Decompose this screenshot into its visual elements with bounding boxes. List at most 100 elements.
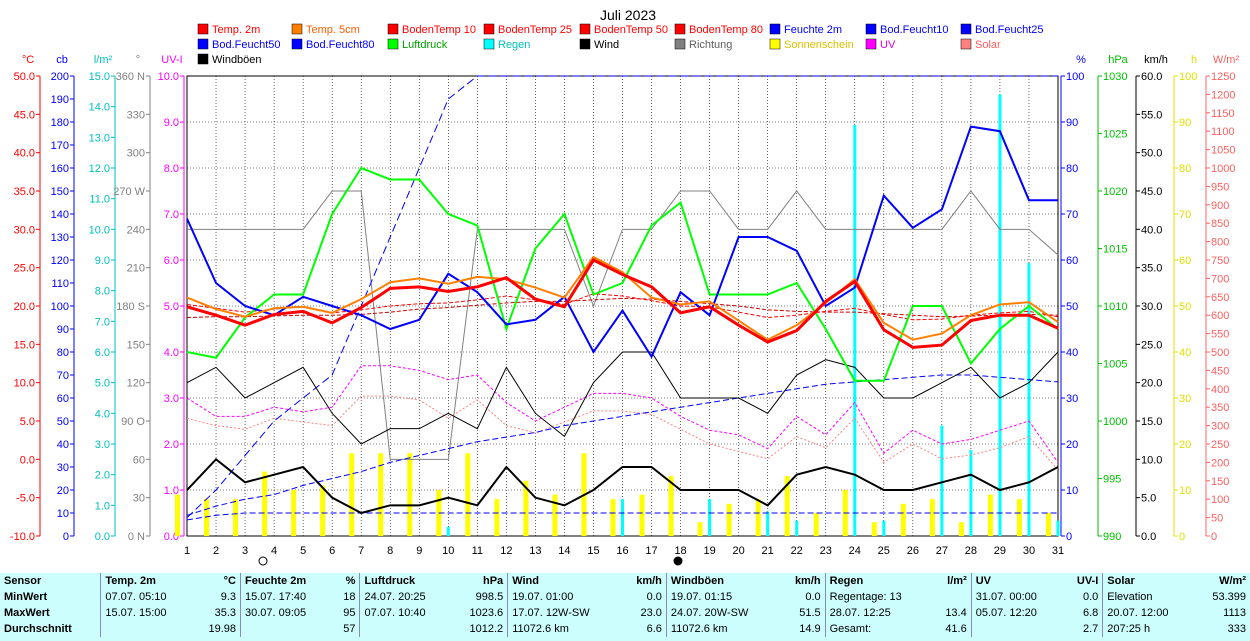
stats-cell bbox=[239, 621, 333, 637]
axis-tick-label: 6.0 bbox=[95, 347, 110, 359]
stats-cell: 11072.6 km bbox=[665, 621, 780, 637]
legend-label: Temp. 5cm bbox=[306, 24, 360, 36]
legend-swatch bbox=[865, 23, 877, 35]
axis-tick-label: 30 bbox=[133, 493, 145, 505]
axis-tick-label: 50 bbox=[1066, 301, 1078, 313]
x-tick-label: 20 bbox=[733, 545, 745, 557]
stats-cell: 207:25 h bbox=[1102, 621, 1195, 637]
axis-tick-label: 950 bbox=[1211, 181, 1229, 193]
full-moon-icon bbox=[258, 556, 268, 566]
new-moon-icon bbox=[673, 556, 683, 566]
sunshine-bar bbox=[610, 499, 616, 536]
legend-label: Bod.Feucht50 bbox=[212, 39, 281, 51]
axis-tick-label: 60.0 bbox=[1141, 71, 1162, 83]
axis-tick-label: 200 bbox=[51, 71, 69, 83]
axis-tick-label: 1.0 bbox=[164, 485, 179, 497]
legend-swatch bbox=[483, 23, 495, 35]
axis-unit-label: °C bbox=[22, 54, 34, 66]
axis-tick-label: 0 bbox=[1179, 531, 1185, 543]
stats-header: km/h bbox=[636, 575, 662, 587]
stats-cell: 9.3 bbox=[220, 591, 236, 603]
legend-label: BodenTemp 50 bbox=[594, 24, 668, 36]
rain-bar bbox=[969, 450, 973, 536]
legend-label: Windböen bbox=[212, 54, 262, 66]
rain-bar bbox=[1056, 520, 1060, 536]
x-tick-label: 7 bbox=[358, 545, 364, 557]
x-tick-label: 29 bbox=[994, 545, 1006, 557]
axis-tick-label: 6.0 bbox=[164, 255, 179, 267]
x-tick-label: 30 bbox=[1023, 545, 1035, 557]
axis-tick-label: 500 bbox=[1211, 347, 1229, 359]
x-tick-label: 9 bbox=[416, 545, 422, 557]
axis-tick-label: 30.0 bbox=[14, 224, 35, 236]
stats-header-row: Sensor Temp. 2m °C Feuchte 2m % Luftdruc… bbox=[0, 573, 1250, 589]
axis-tick-label: 60 bbox=[1066, 255, 1078, 267]
sunshine-bar bbox=[755, 499, 761, 536]
stats-cell bbox=[359, 621, 452, 637]
axis-tick-label: 140 bbox=[51, 209, 69, 221]
axis-tick-label: 8.0 bbox=[164, 163, 179, 175]
sunshine-bar bbox=[726, 503, 732, 536]
x-tick-label: 2 bbox=[213, 545, 219, 557]
stats-cell: MinWert bbox=[4, 591, 48, 603]
series-line-windboeen bbox=[186, 351, 1059, 445]
axis-tick-label: 0 bbox=[63, 531, 69, 543]
stats-header: Windböen bbox=[665, 573, 780, 589]
axis-tick-label: 50.0 bbox=[14, 71, 35, 83]
x-tick-label: 27 bbox=[936, 545, 948, 557]
stats-cell: 0.0 bbox=[805, 591, 821, 603]
axis-tick-label: 1030 bbox=[1103, 71, 1127, 83]
stats-header: UV-I bbox=[1076, 575, 1099, 587]
sunshine-bar bbox=[407, 453, 413, 536]
axis-tick-label: 80 bbox=[1179, 163, 1191, 175]
axis-tick-label: 14.0 bbox=[89, 102, 110, 114]
axis-tick-label: 90 bbox=[1066, 117, 1078, 129]
axis-tick-label: 0.0 bbox=[95, 531, 110, 543]
axis-tick-label: 650 bbox=[1211, 292, 1229, 304]
stats-cell: 41.6 bbox=[945, 623, 967, 635]
series-line-feuchte2m bbox=[186, 125, 1058, 359]
stats-header: °C bbox=[223, 575, 236, 587]
axis-tick-label: 350 bbox=[1211, 402, 1229, 414]
axis-tick-label: 4.0 bbox=[95, 408, 110, 420]
legend-swatch bbox=[960, 23, 972, 35]
stats-cell: 6.8 bbox=[1082, 607, 1099, 619]
stats-header: UV bbox=[970, 573, 1064, 589]
axis-tick-label: 40.0 bbox=[14, 148, 35, 160]
axes: 1 2 3 4 5 6 7 8 9 10 11 12 13 14 15 16 17 18 19 20 21 22 23 24 2… bbox=[10, 54, 1239, 566]
stats-cell: 333 bbox=[1227, 623, 1246, 635]
axis-tick-label: 160 bbox=[51, 163, 69, 175]
axis-tick-label: 8.0 bbox=[95, 286, 110, 298]
rain-bar bbox=[853, 125, 857, 537]
x-tick-label: 19 bbox=[703, 545, 715, 557]
stats-cell: 31.07. 00:00 bbox=[970, 589, 1064, 605]
stats-cell bbox=[970, 621, 1064, 637]
x-tick-label: 13 bbox=[529, 545, 541, 557]
stats-cell: 6.6 bbox=[646, 623, 662, 635]
stats-cell: 24.07. 20:25 bbox=[359, 589, 452, 605]
stats-header: km/h bbox=[794, 575, 821, 587]
legend-label: Wind bbox=[594, 39, 619, 51]
stats-cell bbox=[100, 621, 193, 637]
stats-cell: 28.07. 12:25 bbox=[824, 605, 932, 621]
axis-tick-label: 1200 bbox=[1211, 89, 1235, 101]
axis-tick-label: 13.0 bbox=[89, 132, 110, 144]
axis-tick-label: 70 bbox=[1066, 209, 1078, 221]
axis-tick-label: 0 bbox=[1066, 531, 1072, 543]
axis-tick-label: 30 bbox=[1066, 393, 1078, 405]
sunshine-bar bbox=[987, 494, 993, 536]
rain-bar bbox=[1027, 263, 1031, 536]
sunshine-bar bbox=[1016, 499, 1022, 536]
axis-tick-label: 170 bbox=[51, 140, 69, 152]
axis-unit-label: % bbox=[1076, 54, 1086, 66]
axis-tick-label: 20.0 bbox=[14, 301, 35, 313]
stats-cell: 0.0 bbox=[646, 591, 662, 603]
axis-tick-label: 30 bbox=[57, 462, 69, 474]
axis-tick-label: 50.0 bbox=[1141, 148, 1162, 160]
axis-tick-label: 900 bbox=[1211, 200, 1229, 212]
sunshine-bar bbox=[552, 494, 558, 536]
legend-label: Regen bbox=[498, 39, 530, 51]
legend-swatch bbox=[769, 23, 781, 35]
legend-swatch bbox=[674, 23, 686, 35]
sunshine-bar bbox=[494, 499, 500, 536]
